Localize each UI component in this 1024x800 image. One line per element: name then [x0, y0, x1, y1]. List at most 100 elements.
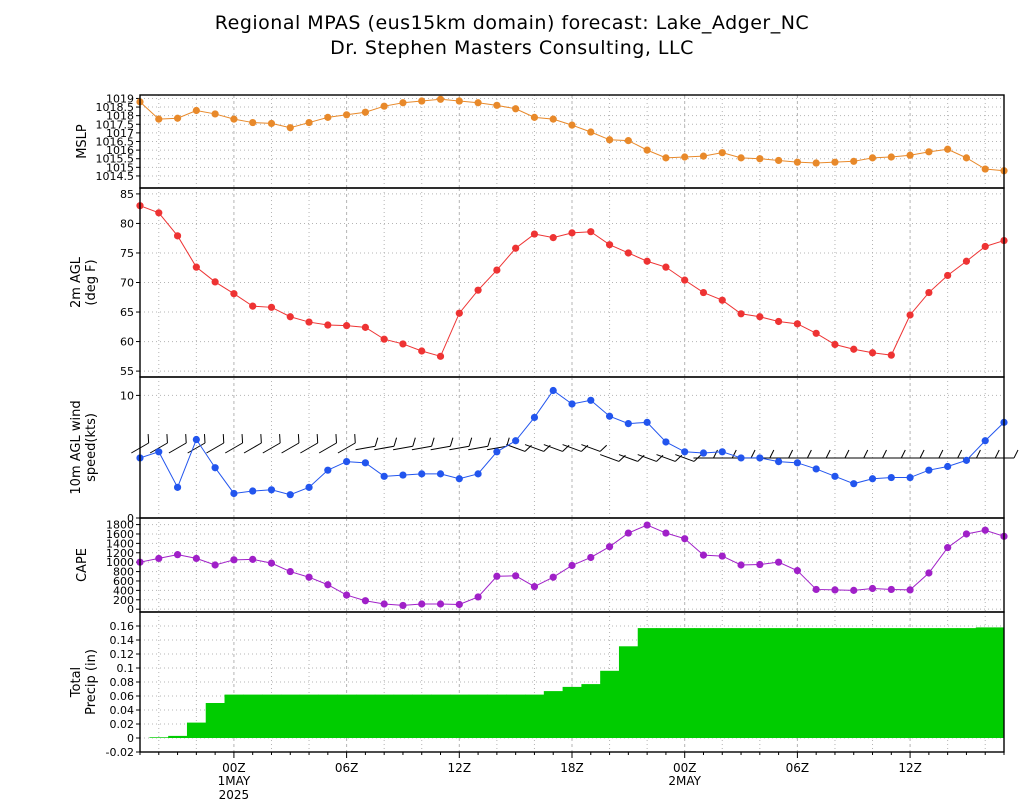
data-point [605, 543, 614, 551]
y-tick-label: 1018 [106, 110, 134, 123]
precip-bar [543, 691, 564, 738]
data-point [399, 601, 407, 610]
data-point [587, 553, 595, 562]
precip-bar [356, 694, 376, 738]
data-point [343, 111, 351, 119]
wind-barb [449, 437, 473, 451]
data-point [887, 351, 895, 359]
data-point [493, 266, 501, 274]
data-point [906, 473, 914, 482]
data-point [173, 551, 182, 559]
data-point [643, 146, 651, 154]
data-point [587, 396, 595, 404]
data-point [324, 581, 332, 589]
data-point [793, 567, 801, 575]
data-point [380, 335, 388, 343]
chart-title: Regional MPAS (eus15km domain) forecast:… [214, 12, 810, 34]
data-point [155, 448, 163, 456]
data-point [962, 154, 971, 162]
data-point [662, 263, 670, 271]
data-point [286, 491, 294, 499]
data-point [662, 154, 670, 162]
data-point [436, 470, 445, 478]
y-tick-label: -0.02 [106, 746, 134, 759]
wind-barb [468, 437, 491, 451]
data-point [944, 462, 952, 471]
data-point [455, 97, 463, 105]
data-point [436, 95, 445, 103]
data-point [211, 464, 219, 472]
y-axis-label: MSLP [75, 124, 90, 159]
data-point [211, 110, 219, 118]
y-axis-label: TotalPrecip (in) [69, 649, 99, 715]
precip-bar [318, 694, 338, 738]
data-point [718, 448, 726, 456]
y-tick-label: 1017 [106, 127, 134, 140]
data-point [230, 489, 238, 498]
data-point [925, 148, 933, 156]
data-point [981, 242, 989, 251]
data-point [568, 121, 576, 129]
data-point [868, 475, 877, 483]
wind-barb [975, 449, 1000, 459]
y-tick-label: 1015.5 [96, 153, 135, 166]
data-point [737, 310, 745, 318]
wind-barb [187, 434, 206, 454]
data-point [361, 108, 369, 116]
data-point [418, 97, 426, 105]
data-point [812, 465, 820, 473]
precip-bar [806, 628, 827, 738]
y-tick-label: 0.16 [110, 620, 135, 633]
precip-bar [431, 694, 451, 738]
data-point [812, 159, 820, 167]
wind-barb [599, 454, 626, 462]
x-date-label: 1MAY [218, 774, 251, 788]
data-point [981, 437, 989, 445]
y-tick-label: 65 [120, 306, 134, 319]
data-point [906, 586, 914, 594]
precip-bar [149, 737, 169, 738]
data-point [530, 583, 539, 591]
y-tick-label: 1015 [106, 161, 134, 174]
wind-barb [843, 449, 869, 459]
wind-barb [318, 434, 337, 454]
y-tick-label: 200 [113, 594, 134, 607]
data-point [962, 257, 971, 265]
wind-barb [937, 449, 963, 459]
data-point [267, 303, 276, 311]
data-point [962, 530, 971, 538]
data-point [418, 347, 426, 355]
data-point [605, 241, 614, 249]
precip-bar [769, 628, 789, 738]
data-point [868, 154, 877, 162]
y-tick-label: 0 [127, 732, 134, 745]
data-point [887, 585, 895, 594]
x-tick-label: 12Z [448, 761, 472, 775]
precip-bar [224, 694, 244, 738]
data-point [868, 349, 877, 357]
data-point [267, 486, 276, 494]
data-point [418, 470, 426, 478]
y-tick-label: 1018.5 [96, 101, 135, 114]
data-point [681, 276, 689, 284]
y-tick-label: 800 [113, 566, 134, 579]
data-point [380, 600, 388, 608]
data-point [681, 535, 689, 543]
data-point [981, 165, 989, 173]
precip-bar [262, 694, 282, 738]
data-point [831, 472, 839, 480]
precip-bar [994, 627, 1004, 738]
precip-bar [938, 628, 958, 738]
data-point [568, 400, 576, 408]
data-point [436, 352, 445, 360]
wind-barb [411, 437, 435, 451]
data-point [436, 600, 445, 608]
precip-bar [581, 684, 601, 738]
data-point [230, 556, 238, 564]
precip-bar [487, 694, 507, 738]
data-point [267, 119, 276, 128]
wind-barb [225, 434, 244, 454]
